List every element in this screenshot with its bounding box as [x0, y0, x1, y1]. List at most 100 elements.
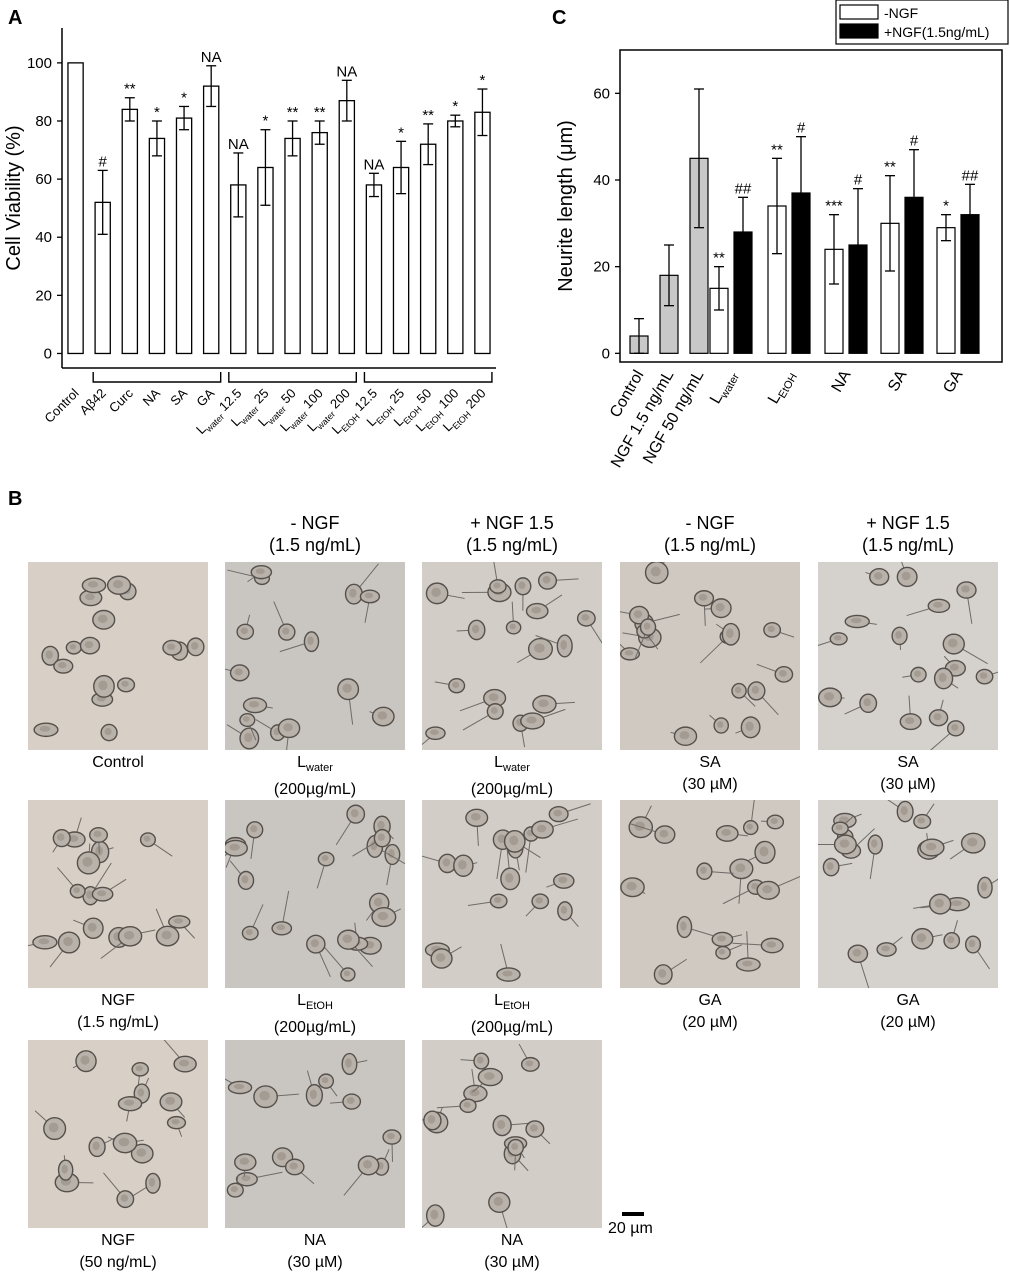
x-tick-label: NA: [140, 385, 164, 409]
micrograph-image: [422, 800, 602, 988]
cell-nucleus: [534, 643, 545, 653]
x-tick-label-main: GA: [940, 367, 966, 396]
caption-main: NA: [500, 1232, 524, 1249]
cell-nucleus: [45, 650, 53, 659]
cell-nucleus: [488, 693, 499, 701]
cell-nucleus: [633, 610, 643, 619]
x-tick-label: NA: [829, 367, 855, 395]
cell-nucleus: [916, 933, 927, 943]
cell-nucleus: [900, 806, 908, 816]
cell-nucleus: [349, 588, 357, 598]
caption-main: L: [297, 992, 306, 1009]
cell-nucleus: [377, 711, 388, 720]
cell-nucleus: [497, 834, 506, 844]
cell-nucleus: [483, 1072, 495, 1080]
caption-line2: (200µg/mL): [470, 781, 554, 799]
caption-line1: SA: [615, 752, 805, 774]
caption-subscript: EtOH: [503, 1000, 530, 1013]
cell-nucleus: [700, 866, 707, 874]
cell-nucleus: [307, 636, 314, 646]
micrograph-caption: LEtOH (200µg/mL): [220, 990, 410, 1039]
bar: [175, 117, 193, 355]
cell-nucleus: [230, 1186, 238, 1193]
cell-nucleus: [310, 939, 319, 948]
bar: [67, 62, 84, 355]
cell-nucleus: [173, 918, 184, 924]
cell-nucleus: [504, 873, 514, 883]
cell-nucleus: [650, 566, 661, 577]
legend-swatch: [839, 4, 879, 20]
cell-nucleus: [658, 969, 667, 978]
y-tick-label: 80: [35, 113, 52, 130]
cell-nucleus: [778, 669, 787, 677]
significance-label: #: [910, 133, 919, 150]
caption-line1: Lwater: [220, 752, 410, 779]
y-tick-label: 60: [593, 85, 610, 102]
x-tick-label-main: NA: [140, 385, 164, 409]
scale-bar-label: 20 µm: [608, 1220, 653, 1237]
column-header-line1: + NGF 1.5: [470, 513, 554, 533]
bar: [419, 143, 437, 355]
significance-label: #: [854, 172, 863, 189]
bar: [365, 184, 383, 355]
cell-nucleus: [529, 1124, 538, 1132]
x-tick-label-main: SA: [885, 367, 911, 394]
cell-nucleus: [104, 727, 112, 736]
cell-nucleus: [120, 1194, 129, 1202]
cell-nucleus: [276, 924, 286, 931]
cell-nucleus: [121, 680, 129, 687]
caption-line2: (1.5 ng/mL): [77, 1014, 159, 1031]
cell-nucleus: [84, 640, 94, 649]
cell-nucleus: [751, 685, 760, 694]
caption-subscript: EtOH: [306, 1000, 333, 1013]
cell-nucleus: [835, 824, 843, 831]
legend-label: +NGF(1.5ng/mL): [884, 24, 989, 40]
cell-nucleus: [82, 856, 93, 867]
significance-label: *: [452, 98, 458, 115]
cell-nucleus: [659, 829, 669, 838]
caption-line1: GA: [813, 990, 1003, 1012]
column-header-line2: (1.5 ng/mL): [663, 535, 757, 555]
cell-nucleus: [69, 643, 77, 650]
cell-nucleus: [502, 970, 513, 977]
cell-nucleus: [61, 1164, 68, 1174]
bar: [474, 111, 491, 355]
cell-nucleus: [531, 606, 542, 614]
cell-nucleus: [493, 582, 501, 589]
micrograph-image: [422, 1040, 602, 1228]
column-header-line1: + NGF 1.5: [866, 513, 950, 533]
caption-subscript: water: [503, 762, 530, 775]
cell-nucleus: [165, 1096, 175, 1105]
significance-label: NA: [228, 136, 249, 153]
cell-nucleus: [838, 816, 849, 823]
column-header: + NGF 1.5 (1.5 ng/mL): [417, 512, 607, 556]
y-tick-label: 0: [44, 345, 52, 362]
cell-nucleus: [698, 593, 708, 601]
group-bracket: [363, 372, 493, 383]
cell-nucleus: [321, 855, 329, 862]
cell-nucleus: [233, 1083, 245, 1090]
cell-nucleus: [766, 941, 777, 948]
cell-nucleus: [250, 825, 258, 833]
x-tick-label: LEtOH: [765, 368, 800, 409]
micrograph-image: [818, 562, 998, 750]
cell-nucleus: [430, 729, 439, 735]
caption-line1: GA: [615, 990, 805, 1012]
x-tick-label: Control: [41, 385, 81, 425]
significance-label: NA: [201, 49, 222, 66]
cell-nucleus: [968, 939, 976, 948]
x-tick-label: SA: [885, 367, 911, 394]
x-tick-label-main: Curc: [106, 385, 136, 415]
micrograph-background: [422, 562, 602, 750]
cell-nucleus: [643, 622, 651, 630]
cell-nucleus: [435, 953, 446, 962]
caption-main: NGF: [101, 992, 135, 1009]
significance-label: *: [398, 124, 404, 141]
cell-nucleus: [245, 929, 253, 936]
cell-nucleus: [282, 627, 290, 635]
cell-nucleus: [490, 707, 498, 714]
bar: [338, 99, 356, 355]
cell-nucleus: [497, 1119, 506, 1130]
micrograph: [818, 562, 998, 750]
